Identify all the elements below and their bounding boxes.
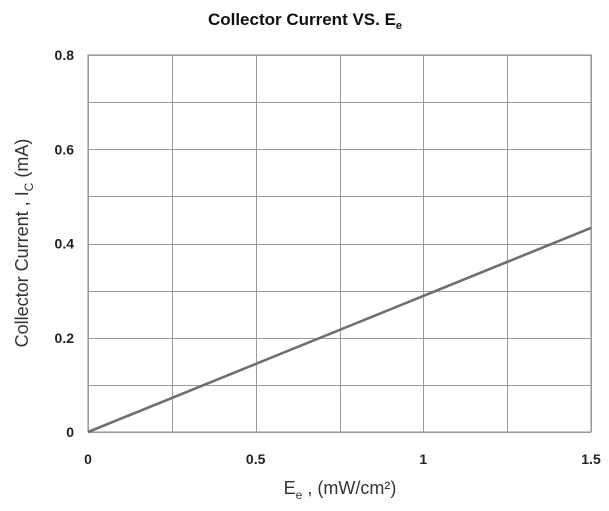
chart-title-subscript: e (396, 20, 402, 32)
y-tick-label: 0.8 (55, 47, 75, 63)
y-axis-label-subscript: C (22, 182, 36, 191)
x-axis-label-main: E (284, 478, 296, 498)
x-axis-label-subscript: e (296, 488, 303, 502)
x-axis-label: Ee , (mW/cm²) (284, 478, 397, 502)
chart-title-main: Collector Current VS. E (208, 10, 396, 29)
y-axis-title: Collector Current , IC (mA) (12, 139, 36, 348)
y-axis-ticks: 0 0.2 0.4 0.6 0.8 (55, 47, 75, 440)
y-tick-label: 0.4 (55, 236, 75, 252)
chart-title-text: Collector Current VS. Ee (208, 10, 402, 32)
x-axis-ticks: 0 0.5 1 1.5 (84, 451, 601, 467)
y-axis-label-main: Collector Current , I (12, 191, 32, 347)
y-tick-label: 0.2 (55, 330, 75, 346)
x-axis-label-unit: , (mW/cm²) (302, 478, 396, 498)
y-axis-label-unit: (mA) (12, 139, 32, 183)
data-series-line (87, 226, 592, 434)
plot-area (87, 54, 592, 434)
x-tick-label: 0.5 (246, 451, 266, 467)
y-tick-label: 0 (66, 424, 74, 440)
grid-layer (88, 55, 592, 433)
chart-title: Collector Current VS. Ee (208, 10, 402, 32)
plot-frame (87, 54, 592, 433)
x-tick-label: 0 (84, 451, 92, 467)
x-axis-title: Ee , (mW/cm²) (284, 478, 397, 502)
x-tick-label: 1 (419, 451, 427, 467)
series-layer (87, 226, 592, 434)
y-tick-label: 0.6 (55, 141, 75, 157)
y-axis-label: Collector Current , IC (mA) (12, 139, 36, 348)
x-tick-label: 1.5 (581, 451, 601, 467)
